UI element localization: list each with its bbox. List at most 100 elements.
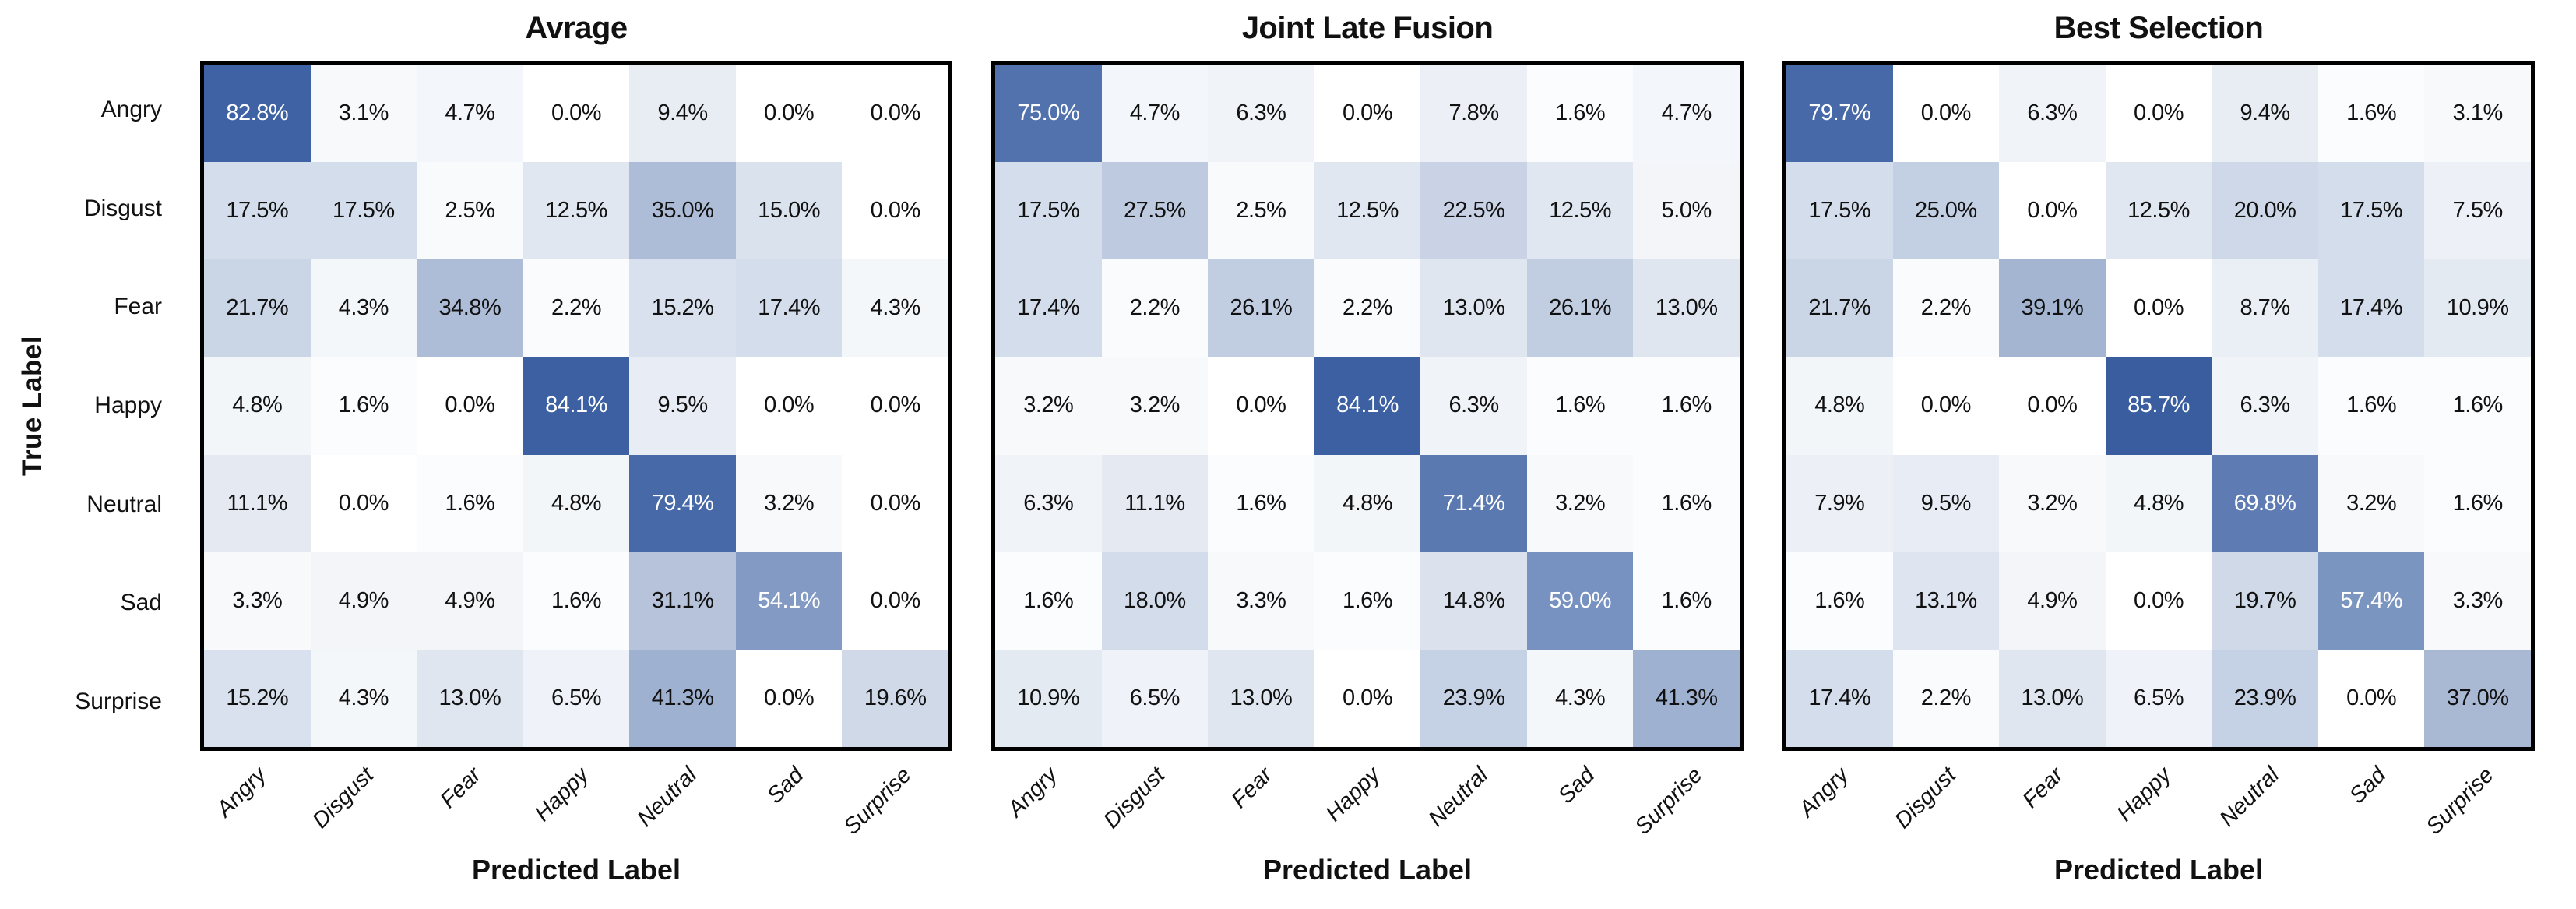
heatmap-grid: 79.7% 0.0% 6.3% 0.0% 9.4% 1.6% 3.1% 17.5% 25.0% 0…	[1782, 61, 2535, 751]
matrix-cell: 39.1%	[1999, 259, 2106, 358]
matrix-cell: 10.9%	[2424, 259, 2531, 358]
matrix-cell: 12.5%	[1526, 162, 1634, 260]
matrix-cell: 14.8%	[1420, 551, 1527, 650]
matrix-cell: 6.3%	[2212, 357, 2318, 455]
matrix-cell: 41.3%	[1633, 649, 1740, 747]
matrix-cell: 0.0%	[1314, 65, 1421, 163]
matrix-cell: 0.0%	[1999, 357, 2106, 455]
y-tick-label: Happy	[94, 392, 162, 418]
matrix-cell: 13.0%	[1633, 259, 1740, 358]
panel-title: Joint Late Fusion	[1241, 11, 1494, 45]
matrix-cell: 3.2%	[1526, 454, 1634, 552]
matrix-cell: 15.2%	[629, 259, 736, 358]
matrix-cell: 6.3%	[995, 454, 1102, 552]
matrix-cell: 13.1%	[1892, 551, 2000, 650]
x-tick-label: Happy	[530, 763, 594, 826]
matrix-cell: 31.1%	[629, 551, 736, 650]
matrix-cell: 3.3%	[1208, 551, 1314, 650]
matrix-cell: 19.6%	[842, 649, 948, 747]
matrix-cell: 17.4%	[995, 259, 1102, 358]
matrix-cell: 0.0%	[310, 454, 417, 552]
matrix-cell: 34.8%	[417, 259, 523, 358]
matrix-cell: 1.6%	[310, 357, 417, 455]
matrix-cell: 17.5%	[310, 162, 417, 260]
matrix-cell: 15.0%	[735, 162, 843, 260]
matrix-cell: 84.1%	[523, 357, 630, 455]
y-tick-label: Surprise	[75, 688, 162, 714]
matrix-cell: 0.0%	[1208, 357, 1314, 455]
matrix-cell: 3.2%	[995, 357, 1102, 455]
matrix-cell: 59.0%	[1526, 551, 1634, 650]
matrix-cell: 4.8%	[1314, 454, 1421, 552]
x-tick-label: Surprise	[2421, 763, 2499, 840]
matrix-cell: 17.4%	[735, 259, 843, 358]
x-tick-label: Angry	[212, 763, 272, 823]
matrix-cell: 13.0%	[1999, 649, 2106, 747]
matrix-cell: 0.0%	[842, 454, 948, 552]
matrix-cell: 3.2%	[1999, 454, 2106, 552]
matrix-cell: 37.0%	[2424, 649, 2531, 747]
matrix-cell: 4.3%	[1526, 649, 1634, 747]
y-tick-label: Sad	[120, 590, 162, 616]
matrix-cell: 6.3%	[1420, 357, 1527, 455]
matrix-cell: 13.0%	[1208, 649, 1314, 747]
matrix-cell: 0.0%	[2105, 259, 2212, 358]
matrix-cell: 0.0%	[1999, 162, 2106, 260]
x-tick-label: Fear	[435, 763, 487, 813]
matrix-cell: 9.5%	[629, 357, 736, 455]
matrix-cell: 7.5%	[2424, 162, 2531, 260]
matrix-cell: 1.6%	[2317, 357, 2425, 455]
matrix-cell: 4.9%	[417, 551, 523, 650]
matrix-cell: 0.0%	[2105, 551, 2212, 650]
x-tick-label: Surprise	[1630, 763, 1708, 840]
matrix-cell: 1.6%	[1633, 357, 1740, 455]
matrix-cell: 10.9%	[995, 649, 1102, 747]
matrix-cell: 1.6%	[1314, 551, 1421, 650]
matrix-cell: 0.0%	[842, 357, 948, 455]
matrix-cell: 12.5%	[2105, 162, 2212, 260]
matrix-cell: 0.0%	[2105, 65, 2212, 163]
x-tick-label: Disgust	[1099, 763, 1170, 834]
matrix-cell: 18.0%	[1101, 551, 1209, 650]
y-tick-label: Fear	[114, 294, 162, 320]
heatmap-grid: 75.0% 4.7% 6.3% 0.0% 7.8% 1.6% 4.7% 17.5% 27.5% 2…	[991, 61, 1744, 751]
matrix-cell: 13.0%	[417, 649, 523, 747]
matrix-cell: 3.3%	[204, 551, 311, 650]
matrix-cell: 23.9%	[1420, 649, 1527, 747]
matrix-cell: 15.2%	[204, 649, 311, 747]
matrix-cell: 1.6%	[1786, 551, 1893, 650]
matrix-cell: 0.0%	[1892, 357, 2000, 455]
matrix-cell: 75.0%	[995, 65, 1102, 163]
matrix-cell: 6.3%	[1999, 65, 2106, 163]
x-axis-label: Predicted Label	[2053, 854, 2264, 886]
matrix-cell: 4.7%	[1633, 65, 1740, 163]
matrix-cell: 6.5%	[1101, 649, 1209, 747]
matrix-cell: 1.6%	[1526, 65, 1634, 163]
matrix-cell: 26.1%	[1526, 259, 1634, 358]
panel-joint-late-fusion: Joint Late Fusion 75.0% 4.7% 6.3% 0.0% 7.8% 1…	[991, 0, 1744, 909]
matrix-cell: 3.3%	[2424, 551, 2531, 650]
matrix-cell: 5.0%	[1633, 162, 1740, 260]
matrix-cell: 7.8%	[1420, 65, 1527, 163]
matrix-cell: 1.6%	[417, 454, 523, 552]
matrix-cell: 2.2%	[1892, 259, 2000, 358]
matrix-cell: 23.9%	[2212, 649, 2318, 747]
matrix-cell: 84.1%	[1314, 357, 1421, 455]
matrix-cell: 79.4%	[629, 454, 736, 552]
matrix-cell: 1.6%	[2424, 357, 2531, 455]
x-tick-labels: Angry Disgust Fear Happy Neutral Sad Surprise	[1782, 750, 2535, 859]
x-tick-label: Fear	[2018, 763, 2069, 813]
matrix-cell: 0.0%	[523, 65, 630, 163]
matrix-cell: 26.1%	[1208, 259, 1314, 358]
matrix-cell: 2.5%	[417, 162, 523, 260]
matrix-cell: 57.4%	[2317, 551, 2425, 650]
matrix-cell: 11.1%	[1101, 454, 1209, 552]
matrix-cell: 21.7%	[1786, 259, 1893, 358]
matrix-cell: 7.9%	[1786, 454, 1893, 552]
matrix-cell: 3.2%	[2317, 454, 2425, 552]
y-tick-label: Neutral	[86, 491, 162, 517]
matrix-cell: 11.1%	[204, 454, 311, 552]
matrix-cell: 6.5%	[523, 649, 630, 747]
matrix-cell: 1.6%	[1526, 357, 1634, 455]
matrix-cell: 2.2%	[1892, 649, 2000, 747]
